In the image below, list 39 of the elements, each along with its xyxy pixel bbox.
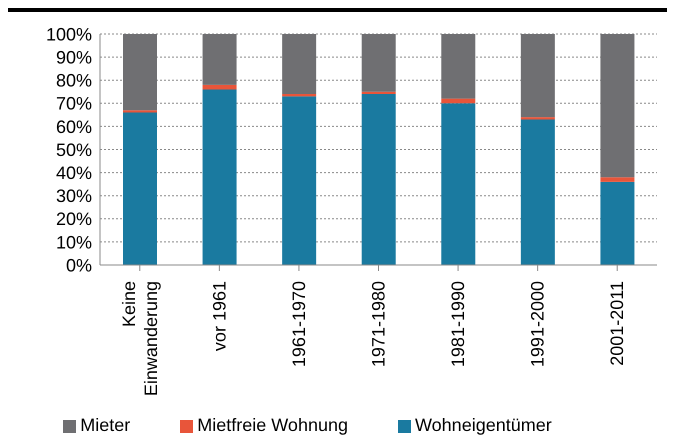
bar (282, 34, 316, 94)
y-tick-label: 50% (56, 140, 92, 160)
y-tick-label: 20% (56, 209, 92, 230)
bar (600, 177, 634, 182)
x-tick-label: 1961-1970 (288, 281, 309, 368)
bar (520, 34, 555, 118)
bar (282, 96, 316, 265)
x-tick-label: Keine Einwanderung (118, 281, 161, 396)
bar (441, 34, 476, 99)
y-tick-label: 90% (56, 47, 92, 68)
y-tick-label: 70% (56, 94, 92, 114)
legend-label: Wohneigentümer (415, 415, 552, 435)
y-tick-label: 40% (56, 162, 92, 183)
y-tick-label: 30% (56, 186, 92, 206)
bar (202, 84, 237, 90)
bar (520, 119, 555, 265)
bar (202, 89, 237, 265)
x-tick-label: 1991-2000 (528, 281, 548, 368)
bar (202, 34, 237, 85)
bar (123, 112, 157, 265)
legend-label: Mietfreie Wohnung (197, 415, 348, 435)
x-tick-label: vor 1961 (209, 281, 230, 352)
y-tick-label: 60% (56, 116, 92, 137)
bar (600, 34, 634, 178)
bar (362, 94, 396, 265)
bar (123, 110, 157, 113)
y-tick-label: 80% (56, 70, 92, 91)
bar (441, 103, 476, 265)
legend-label: Mieter (80, 415, 130, 435)
bar (123, 34, 157, 110)
y-tick-label: 100% (46, 24, 92, 44)
x-tick-label: 2001-2011 (607, 281, 628, 366)
y-tick-label: 10% (56, 232, 92, 252)
y-tick-label: 0% (66, 255, 92, 276)
bar (362, 34, 396, 92)
x-tick-label: 1971-1980 (368, 281, 388, 368)
bar (441, 98, 476, 104)
bar (600, 182, 634, 265)
x-tick-label: 1981-1990 (448, 281, 468, 368)
